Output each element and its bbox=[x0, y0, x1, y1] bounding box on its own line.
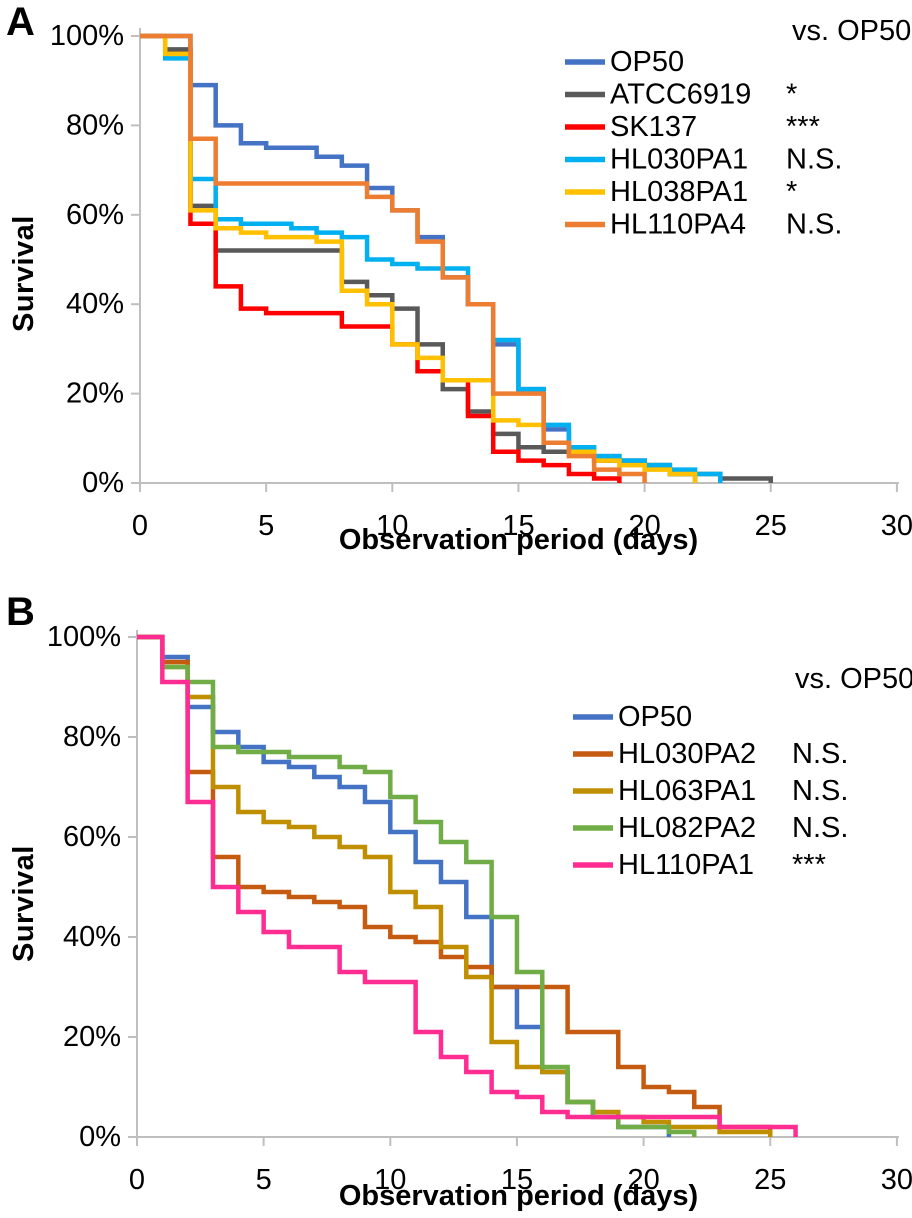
panel-a-legend-significance-sk137: *** bbox=[786, 111, 820, 143]
panel-b-letter: B bbox=[6, 590, 35, 634]
panel-b-legend-significance-hl063pa1: N.S. bbox=[792, 775, 848, 807]
panel-b-series-line-hl063pa1 bbox=[137, 634, 773, 1137]
panel-a-x-tick-label: 10 bbox=[376, 510, 408, 542]
panel-b-x-tick-label: 5 bbox=[256, 1164, 272, 1196]
panel-a-y-tick-label: 100% bbox=[50, 20, 124, 52]
panel-a-x-tick-label: 30 bbox=[881, 510, 912, 542]
panel-b-x-tick-label: 30 bbox=[881, 1164, 912, 1196]
panel-b-y-tick-label: 80% bbox=[63, 721, 121, 753]
panel-b-legend-header: vs. OP50 bbox=[795, 663, 912, 695]
panel-b-legend-label-hl063pa1: HL063PA1 bbox=[618, 775, 756, 807]
panel-a-legend-label-sk137: SK137 bbox=[610, 111, 697, 143]
panel-b-y-tick-label: 60% bbox=[63, 821, 121, 853]
panel-b-y-tick-label: 40% bbox=[63, 921, 121, 953]
panel-a-series-line-hl038pa1 bbox=[140, 33, 698, 483]
panel-a-y-tick-label: 60% bbox=[66, 199, 124, 231]
panel-a-x-tick-label: 5 bbox=[258, 510, 274, 542]
panel-b-series-line-hl110pa1 bbox=[137, 634, 798, 1137]
panel-b-legend-label-hl082pa2: HL082PA2 bbox=[618, 812, 756, 844]
panel-b-x-tick-label: 15 bbox=[501, 1164, 533, 1196]
panel-b-y-tick-label: 100% bbox=[47, 621, 121, 653]
panel-a-legend-significance-hl030pa1: N.S. bbox=[786, 144, 842, 176]
panel-a-y-tick-label: 0% bbox=[82, 467, 124, 499]
panel-a-x-tick-label: 15 bbox=[502, 510, 534, 542]
panel-a-y-tick-label: 80% bbox=[66, 109, 124, 141]
panel-a-series-line-hl110pa4 bbox=[140, 33, 647, 483]
panel-b-legend-significance-hl082pa2: N.S. bbox=[792, 812, 848, 844]
panel-a-letter: A bbox=[6, 0, 35, 44]
panel-b-y-tick-label: 0% bbox=[79, 1121, 121, 1153]
panel-b-x-tick-label: 0 bbox=[129, 1164, 145, 1196]
panel-a-legend-label-hl038pa1: HL038PA1 bbox=[610, 176, 748, 208]
panel-b-x-axis-title: Observation period (days) bbox=[338, 1180, 699, 1212]
panel-b-legend-label-hl030pa2: HL030PA2 bbox=[618, 738, 756, 770]
panel-a-legend-significance-hl038pa1: * bbox=[786, 176, 797, 208]
panel-b-legend-label-hl110pa1: HL110PA1 bbox=[618, 849, 754, 881]
panel-a-x-axis-title: Observation period (days) bbox=[338, 524, 699, 556]
panel-a-legend-label-hl030pa1: HL030PA1 bbox=[610, 144, 748, 176]
panel-b-y-axis-title: Survival bbox=[8, 845, 40, 962]
panel-a-legend-significance-atcc6919: * bbox=[786, 79, 797, 111]
panel-a-legend-label-atcc6919: ATCC6919 bbox=[610, 79, 751, 111]
panel-a-legend-significance-hl110pa4: N.S. bbox=[786, 209, 842, 241]
panel-a-y-tick-label: 20% bbox=[66, 378, 124, 410]
panel-a-legend-label-op50: OP50 bbox=[610, 46, 684, 78]
panel-a-y-tick-label: 40% bbox=[66, 288, 124, 320]
panel-a-x-tick-label: 0 bbox=[132, 510, 148, 542]
panel-a-legend-label-hl110pa4: HL110PA4 bbox=[610, 209, 746, 241]
panel-b-x-tick-label: 20 bbox=[627, 1164, 659, 1196]
panel-a-x-tick-label: 20 bbox=[628, 510, 660, 542]
panel-b-x-tick-label: 25 bbox=[754, 1164, 786, 1196]
panel-a-y-axis-title: Survival bbox=[8, 215, 40, 332]
panel-a-legend-header: vs. OP50 bbox=[792, 15, 911, 47]
panel-b-x-tick-label: 10 bbox=[374, 1164, 406, 1196]
panel-b-y-tick-label: 20% bbox=[63, 1021, 121, 1053]
panel-b-legend-label-op50: OP50 bbox=[618, 701, 692, 733]
panel-a-x-tick-label: 25 bbox=[755, 510, 787, 542]
panel-b-legend-significance-hl030pa2: N.S. bbox=[792, 738, 848, 770]
panel-b-legend-significance-hl110pa1: *** bbox=[792, 849, 826, 881]
